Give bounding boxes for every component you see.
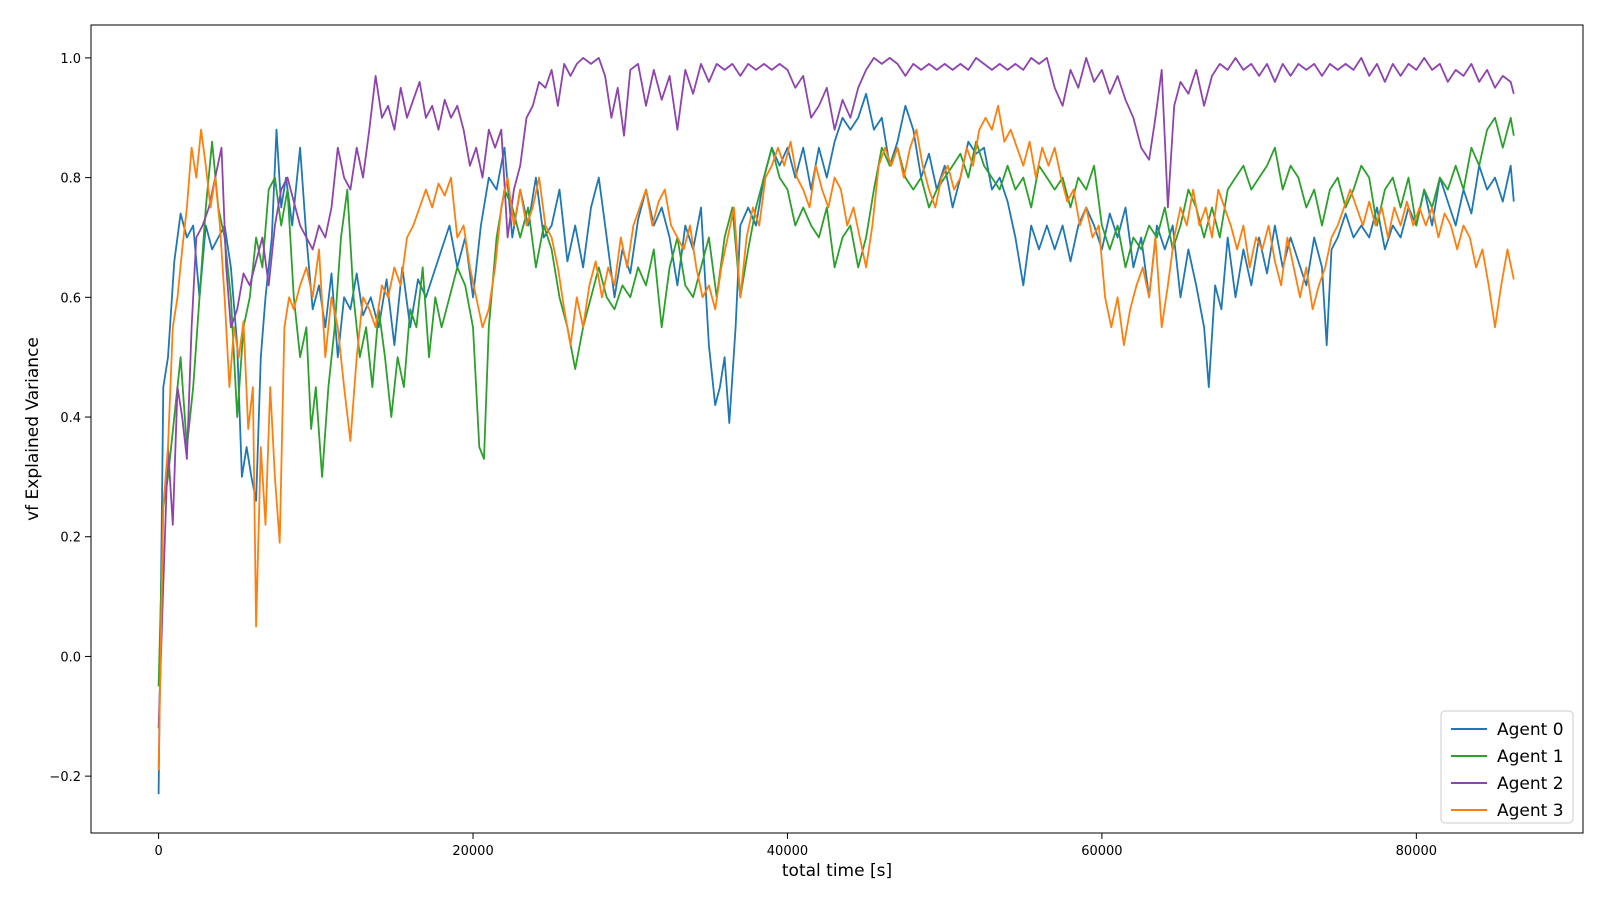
y-tick-label: 0.6 [60, 291, 81, 306]
legend-entry-label: Agent 3 [1497, 801, 1564, 821]
y-tick-label: 0.4 [60, 411, 81, 426]
y-axis: −0.2 0.0 0.2 0.4 0.6 0.8 1.0 [49, 52, 91, 785]
series-line-agent-1 [157, 116, 1515, 687]
series-line-agent-3 [157, 104, 1515, 771]
y-tick-label: 0.0 [60, 650, 81, 665]
y-tick-label: 0.8 [60, 172, 81, 187]
legend-entry-label: Agent 1 [1497, 747, 1564, 767]
y-tick-label: −0.2 [49, 770, 81, 785]
series-line-agent-2 [157, 57, 1515, 729]
plot-area-frame [90, 24, 1584, 834]
series-layer [157, 57, 1515, 795]
legend-entry-label: Agent 2 [1497, 774, 1564, 794]
legend-entry-label: Agent 0 [1497, 720, 1564, 740]
x-tick-label: 80000 [1396, 844, 1437, 859]
x-tick-label: 40000 [767, 844, 808, 859]
y-tick-label: 0.2 [60, 531, 81, 546]
x-axis: 0 20000 40000 60000 80000 [154, 833, 1437, 859]
y-axis-title: vf Explained Variance [23, 337, 43, 521]
x-tick-label: 0 [154, 844, 162, 859]
legend: Agent 0 Agent 1 Agent 2 Agent 3 [1440, 710, 1574, 824]
legend-box [1440, 710, 1574, 824]
x-tick-label: 20000 [452, 844, 493, 859]
x-axis-title: total time [s] [782, 861, 892, 881]
x-tick-label: 60000 [1081, 844, 1122, 859]
y-tick-label: 1.0 [60, 52, 81, 67]
